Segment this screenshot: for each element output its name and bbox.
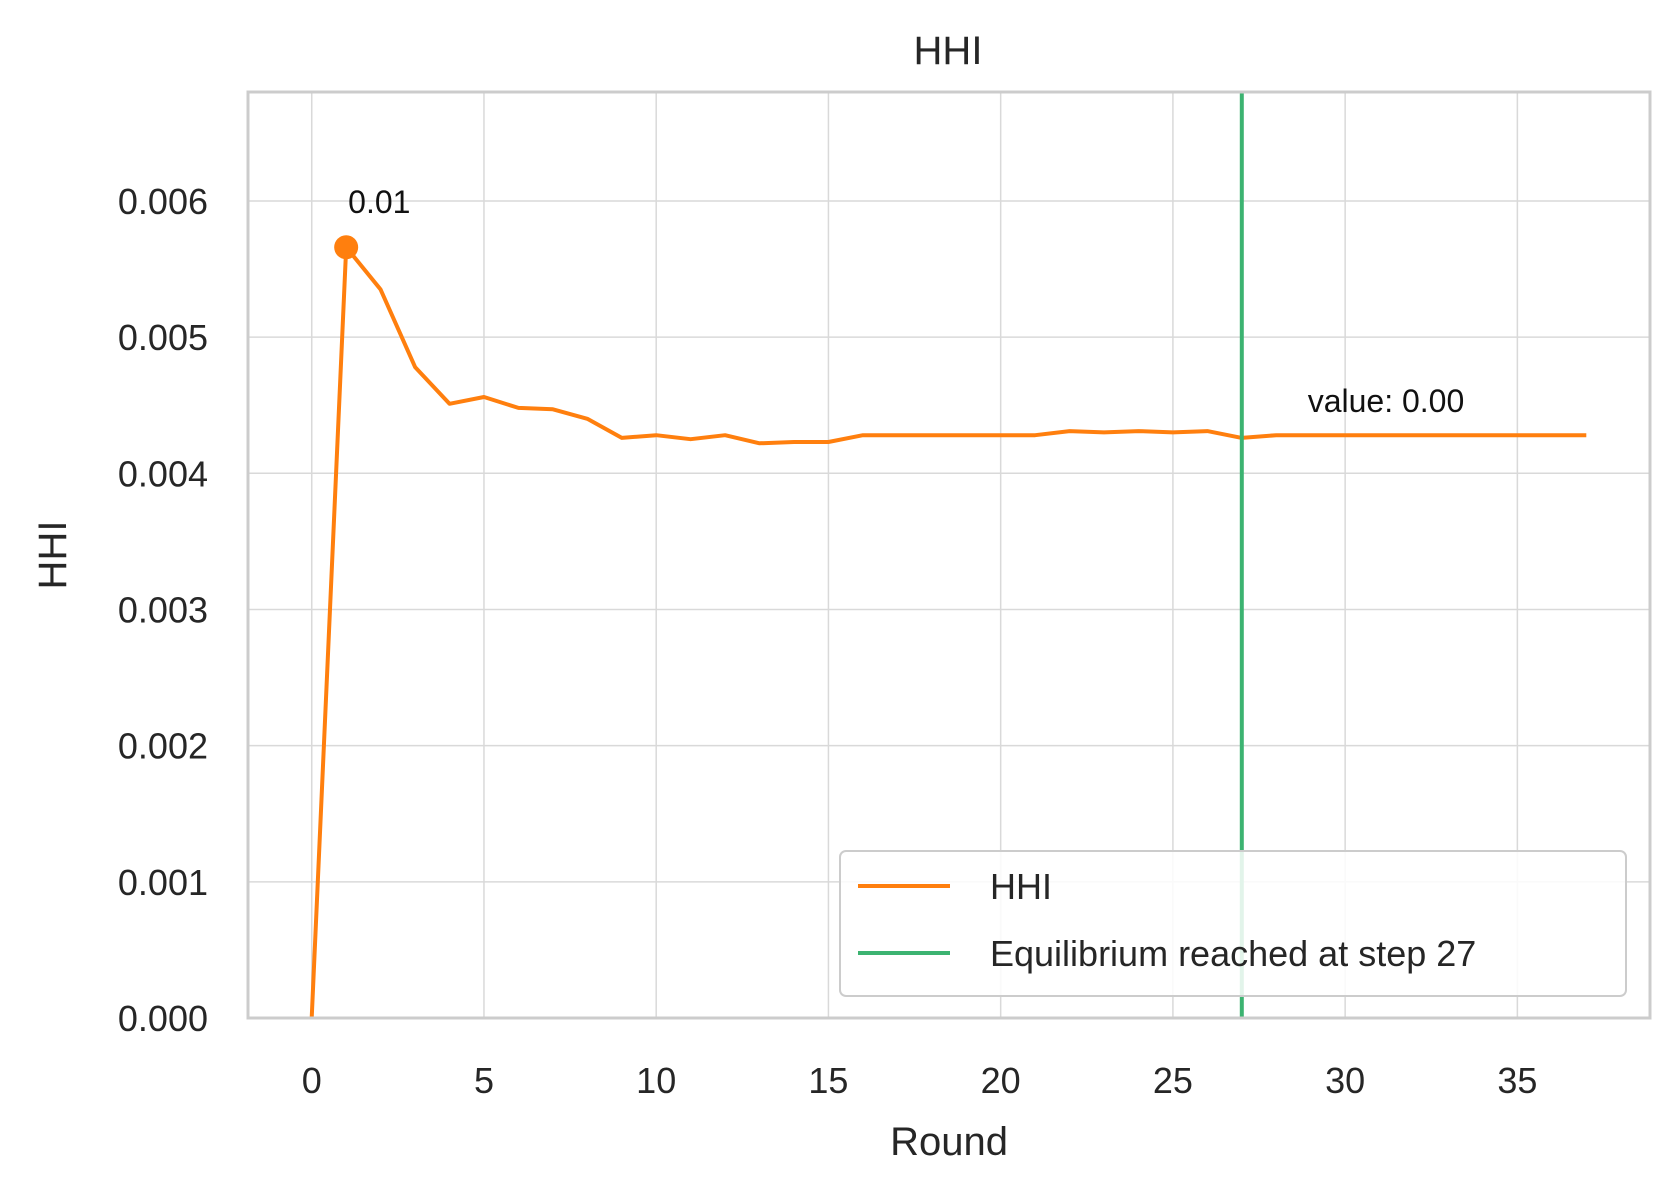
- y-axis-label: HHI: [31, 521, 75, 590]
- y-tick-label: 0.001: [118, 862, 208, 903]
- legend-label-hhi: HHI: [990, 866, 1052, 907]
- y-tick-label: 0.000: [118, 998, 208, 1039]
- hhi-series-line: [309, 245, 1587, 1019]
- y-tick-label: 0.005: [118, 317, 208, 358]
- legend-label-equilibrium: Equilibrium reached at step 27: [990, 933, 1476, 974]
- y-tick-label: 0.004: [118, 453, 208, 494]
- x-tick-label: 5: [474, 1060, 494, 1101]
- y-tick-label: 0.003: [118, 589, 208, 630]
- value-annotation: value: 0.00: [1308, 383, 1465, 419]
- x-tick-label: 0: [302, 1060, 322, 1101]
- y-tick-label: 0.002: [118, 726, 208, 767]
- legend-box: [839, 850, 1627, 997]
- x-tick-label: 30: [1325, 1060, 1365, 1101]
- max-point-marker: [334, 235, 359, 260]
- y-tick-label: 0.006: [118, 181, 208, 222]
- max-value-label: 0.01: [348, 184, 410, 220]
- chart-title: HHI: [914, 29, 983, 73]
- x-tick-label: 35: [1497, 1060, 1537, 1101]
- x-tick-label: 20: [981, 1060, 1021, 1101]
- x-tick-label: 10: [636, 1060, 676, 1101]
- plot-frame: [246, 90, 1652, 1020]
- grid: [248, 92, 1650, 1019]
- x-tick-label: 15: [808, 1060, 848, 1101]
- legend: HHI Equilibrium reached at step 27: [839, 850, 1627, 997]
- x-tick-label: 25: [1153, 1060, 1193, 1101]
- x-axis-label: Round: [890, 1120, 1008, 1164]
- y-tick-labels: 0.000 0.001 0.002 0.003 0.004 0.005 0.006: [118, 181, 208, 1039]
- x-tick-labels: 0 5 10 15 20 25 30 35: [302, 1060, 1538, 1101]
